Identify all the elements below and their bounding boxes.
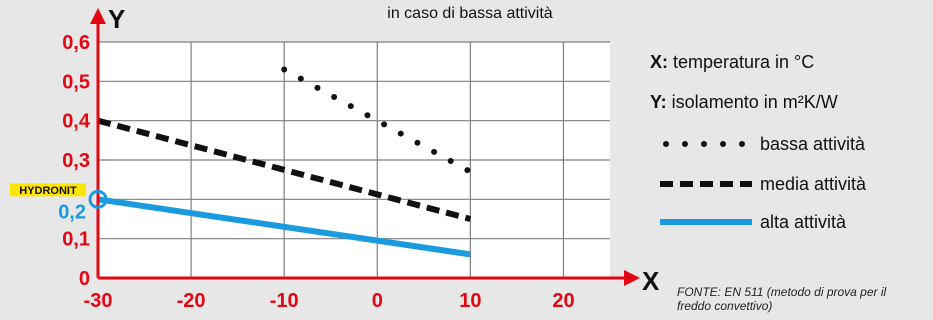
y-tick-label: 0,5: [62, 71, 90, 93]
hydronit-badge-label: HYDRONIT: [19, 185, 77, 197]
hydronit-badge: [10, 183, 86, 197]
legend-x-key: X:: [650, 52, 668, 72]
x-tick-label: 0: [372, 290, 383, 312]
series-line: [97, 196, 471, 258]
legend-y-key: Y:: [650, 92, 667, 112]
axes: [90, 8, 640, 286]
y-axis-arrow: [90, 8, 106, 24]
source-note-line1: FONTE: EN 511 (metodo di prova per il: [677, 285, 887, 299]
legend-x-text: temperatura in °C: [668, 52, 814, 72]
series-line: [281, 66, 474, 175]
x-tick-label: -10: [270, 290, 299, 312]
y-tick-label: 0,3: [62, 150, 90, 172]
y-tick-label: 0,1: [62, 229, 90, 251]
legend-series: bassa attività media attività alta attivit…: [660, 134, 867, 232]
legend-y-text: isolamento in m²K/W: [667, 92, 838, 112]
x-tick-label: 20: [552, 290, 574, 312]
legend-series-label: bassa attività: [760, 134, 866, 154]
series-layer: [97, 66, 474, 258]
legend-series-label: alta attività: [760, 212, 847, 232]
legend-series-label: media attività: [760, 174, 867, 194]
grid: [98, 41, 610, 278]
y-tick-label: 0,6: [62, 32, 90, 54]
x-tick-label: -30: [84, 290, 113, 312]
x-axis-arrow: [624, 270, 640, 286]
x-axis-name: X: [642, 266, 660, 296]
highlight-value-label: 0,2: [58, 201, 86, 223]
tick-labels: -30 -20 -10 0 10 20 0 0,1 0,3 0,4 0,5 0,6: [62, 32, 574, 312]
legend: X: temperatura in °C Y: isolamento in m²…: [650, 52, 867, 232]
source-note-line2: freddo convettivo): [677, 299, 772, 313]
series-line: [97, 117, 472, 222]
x-tick-label: 10: [459, 290, 481, 312]
y-tick-label: 0,4: [62, 111, 91, 133]
y-axis-name: Y: [108, 4, 125, 34]
chart-subtitle: in caso di bassa attività: [387, 5, 553, 22]
legend-y-desc: Y: isolamento in m²K/W: [650, 92, 838, 112]
highlight: HYDRONIT 0,2: [10, 183, 108, 223]
y-tick-label: 0: [79, 268, 90, 290]
x-tick-label: -20: [177, 290, 206, 312]
highlight-circle: [88, 189, 108, 209]
legend-x-desc: X: temperatura in °C: [650, 52, 814, 72]
